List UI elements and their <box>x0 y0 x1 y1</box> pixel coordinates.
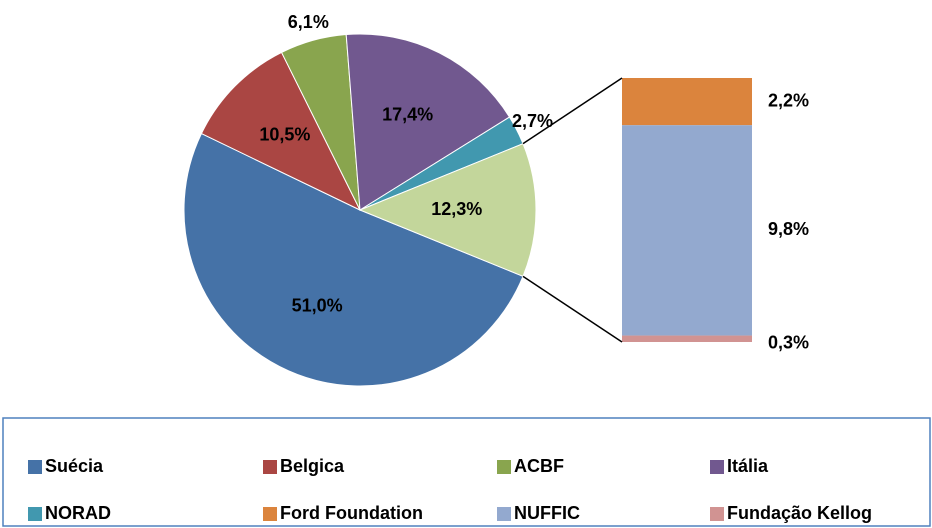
data-label: 51,0% <box>292 295 343 315</box>
pie-slice <box>358 143 537 277</box>
legend-label: Suécia <box>45 456 104 476</box>
legend-swatch <box>710 507 724 521</box>
legend-label: Ford Foundation <box>280 503 423 523</box>
legend-swatch <box>28 507 42 521</box>
legend-label: NUFFIC <box>514 503 580 523</box>
connector <box>522 275 623 343</box>
bar-segment <box>622 125 752 336</box>
pie-slice <box>345 33 511 211</box>
legend-swatch <box>28 460 42 474</box>
data-label: 17,4% <box>382 105 433 125</box>
legend-swatch <box>497 507 511 521</box>
data-label: 9,8% <box>768 219 809 239</box>
data-label: 2,2% <box>768 90 809 110</box>
data-label: 6,1% <box>288 12 329 32</box>
legend-label: NORAD <box>45 503 111 523</box>
connector <box>522 77 623 145</box>
data-label: 0,3% <box>768 332 809 352</box>
legend-swatch <box>263 460 277 474</box>
legend-label: Itália <box>727 456 769 476</box>
legend-label: Belgica <box>280 456 345 476</box>
pie-slice <box>183 132 524 387</box>
legend-swatch <box>710 460 724 474</box>
legend-label: ACBF <box>514 456 564 476</box>
legend-box <box>2 417 931 527</box>
legend-swatch <box>497 460 511 474</box>
data-label: 12,3% <box>431 199 482 219</box>
legend-swatch <box>263 507 277 521</box>
data-label: 2,7% <box>512 111 553 131</box>
legend-label: Fundação Kellog <box>727 503 872 523</box>
bar-segment <box>622 335 752 342</box>
data-label: 10,5% <box>259 125 310 145</box>
pie-slice <box>200 51 362 212</box>
bar-segment <box>622 78 752 126</box>
